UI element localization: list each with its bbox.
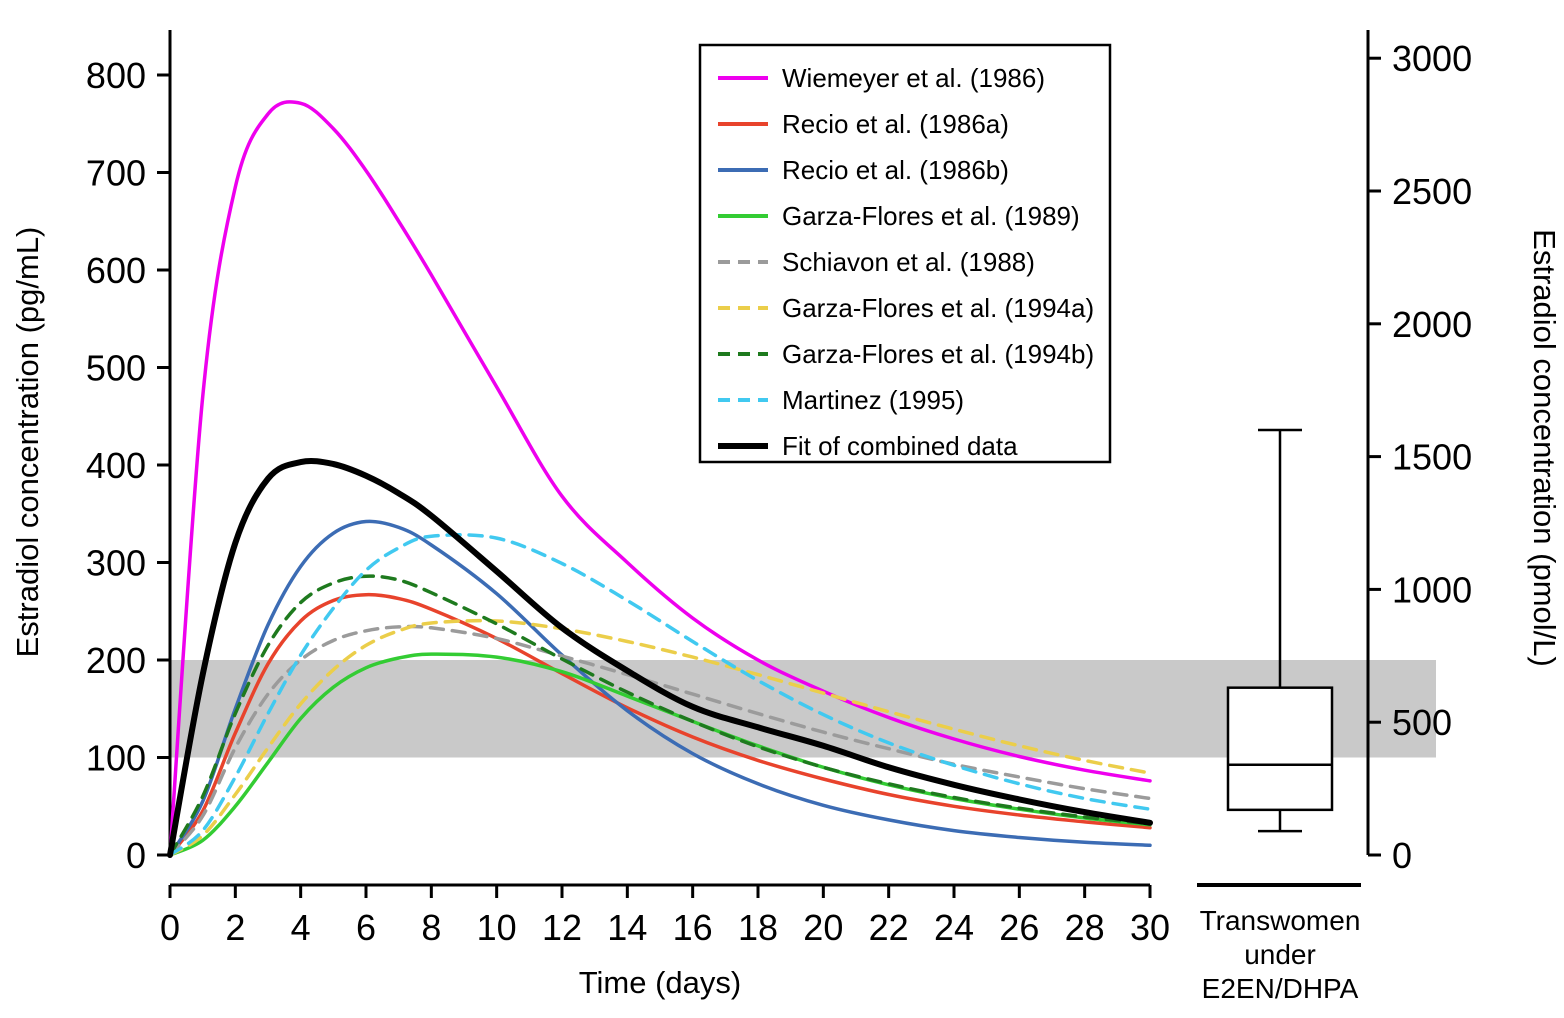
- x-tick-label: 4: [291, 907, 311, 948]
- legend-label-recio-1986b: Recio et al. (1986b): [782, 155, 1009, 185]
- x-tick-label: 22: [869, 907, 909, 948]
- x-tick-label: 14: [607, 907, 647, 948]
- left-tick-label: 600: [86, 250, 146, 291]
- left-tick-label: 200: [86, 640, 146, 681]
- left-tick-label: 700: [86, 153, 146, 194]
- legend-box: [698, 43, 1112, 464]
- left-tick-label: 100: [86, 738, 146, 779]
- boxplot-label-line: Transwomen: [1200, 905, 1361, 936]
- left-axis-title: Estradiol concentration (pg/mL): [10, 227, 45, 658]
- x-tick-label: 26: [999, 907, 1039, 948]
- left-tick-label: 400: [86, 445, 146, 486]
- x-tick-label: 30: [1130, 907, 1170, 948]
- series-curve-fit-combined: [167, 458, 1153, 858]
- left-tick-label: 500: [86, 348, 146, 389]
- x-tick-label: 20: [803, 907, 843, 948]
- right-tick-label: 2500: [1392, 171, 1472, 212]
- right-tick-label: 500: [1392, 702, 1452, 743]
- legend-label-schiavon-1988: Schiavon et al. (1988): [782, 247, 1035, 277]
- x-tick-label: 24: [934, 907, 974, 948]
- right-tick-label: 3000: [1392, 38, 1472, 79]
- x-tick-label: 10: [477, 907, 517, 948]
- right-tick-label: 1000: [1392, 569, 1472, 610]
- right-tick-label: 2000: [1392, 304, 1472, 345]
- x-tick-label: 0: [160, 907, 180, 948]
- series-curve-garza-flores-1994b: [168, 574, 1152, 857]
- right-axis-title: Estradiol concentration (pmol/L): [1527, 229, 1562, 667]
- legend-label-garza-flores-1994b: Garza-Flores et al. (1994b): [782, 339, 1094, 369]
- right-tick-label: 0: [1392, 835, 1412, 876]
- curves-layer: [167, 100, 1153, 858]
- left-tick-label: 800: [86, 55, 146, 96]
- x-tick-label: 2: [225, 907, 245, 948]
- series-curve-wiemeyer-1986: [168, 100, 1152, 857]
- right-tick-label: 1500: [1392, 437, 1472, 478]
- x-tick-label: 16: [673, 907, 713, 948]
- legend-label-martinez-1995: Martinez (1995): [782, 385, 964, 415]
- x-tick-label: 18: [738, 907, 778, 948]
- x-tick-label: 28: [1065, 907, 1105, 948]
- series-curve-martinez-1995: [168, 533, 1152, 857]
- x-tick-label: 8: [421, 907, 441, 948]
- legend-label-recio-1986a: Recio et al. (1986a): [782, 109, 1009, 139]
- boxplot-box: [1226, 686, 1334, 812]
- boxplot-label-line: E2EN/DHPA: [1202, 973, 1359, 1004]
- x-tick-label: 6: [356, 907, 376, 948]
- left-tick-label: 300: [86, 543, 146, 584]
- x-tick-label: 12: [542, 907, 582, 948]
- legend-label-garza-flores-1994a: Garza-Flores et al. (1994a): [782, 293, 1094, 323]
- legend-label-fit-combined: Fit of combined data: [782, 431, 1018, 461]
- series-curve-recio-1986b: [168, 519, 1152, 857]
- legend-label-wiemeyer-1986: Wiemeyer et al. (1986): [782, 63, 1045, 93]
- left-tick-label: 0: [126, 835, 146, 876]
- legend-label-garza-flores-1989: Garza-Flores et al. (1989): [782, 201, 1080, 231]
- legend: Wiemeyer et al. (1986) Recio et al. (1986…: [698, 43, 1112, 464]
- x-axis-title: Time (days): [579, 965, 741, 1000]
- boxplot-label-line: under: [1244, 939, 1316, 970]
